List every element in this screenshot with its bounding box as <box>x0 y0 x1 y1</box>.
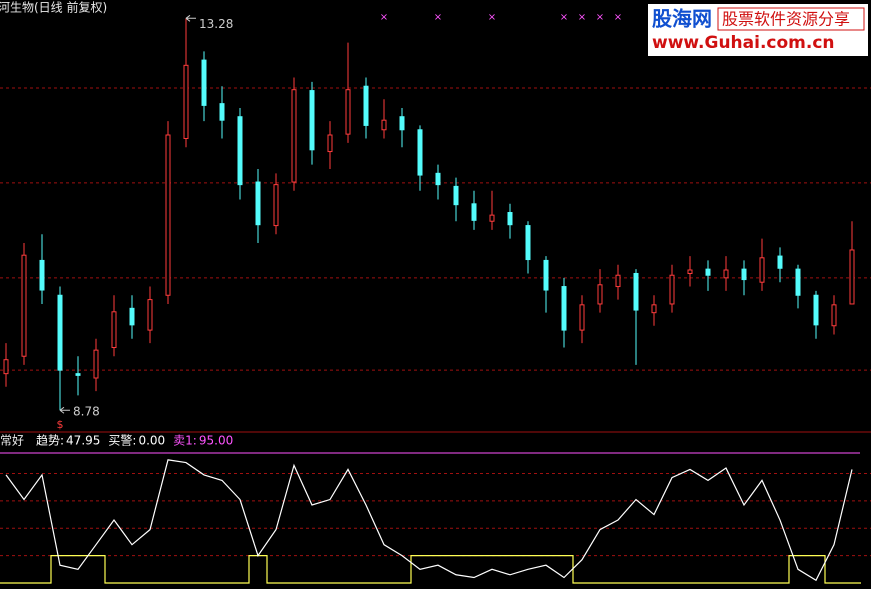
candle-body <box>795 268 801 296</box>
candle-body <box>363 85 369 126</box>
watermark: 股海网 股票软件资源分享 www.Guhai.com.cn <box>648 4 868 56</box>
indicator-line <box>0 555 861 584</box>
candle-body <box>849 249 855 305</box>
chart-title: 金河生物(日线 前复权) <box>0 0 107 15</box>
candle-body <box>669 274 675 305</box>
candle-body <box>165 134 171 296</box>
candle-body <box>561 286 567 331</box>
legend-label: 非常好 <box>0 434 24 448</box>
candle-body <box>345 89 351 135</box>
candle-body <box>255 181 261 226</box>
candle-body <box>291 89 297 183</box>
candle-body <box>453 185 459 206</box>
candle-body <box>309 90 315 151</box>
candle-body <box>777 255 783 269</box>
candle-body <box>759 257 765 283</box>
candle-body <box>543 259 549 291</box>
sell-signal: × <box>380 12 388 23</box>
readout-name: 趋势: <box>36 434 64 448</box>
sell-signal: × <box>560 12 568 23</box>
candle-body <box>237 116 243 186</box>
readout-value: 95.00 <box>199 434 233 448</box>
sell-signal: × <box>434 12 442 23</box>
candle-body <box>489 214 495 222</box>
candle-body <box>147 299 153 331</box>
indicator-line <box>5 459 853 582</box>
candle-body <box>741 268 747 281</box>
candle-body <box>525 225 531 261</box>
candle-body <box>813 294 819 326</box>
candle-body <box>111 311 117 349</box>
candle-body <box>471 203 477 221</box>
high-label: 13.28 <box>199 17 233 31</box>
candle-body <box>831 304 837 327</box>
candle-body <box>201 59 207 106</box>
candle-body <box>219 103 225 121</box>
candle-body <box>651 304 657 314</box>
candle-body <box>723 269 729 279</box>
candle-body <box>57 294 63 371</box>
annotation-arrow <box>185 14 196 22</box>
readout-name: 卖1: <box>173 434 197 448</box>
sell-signal: × <box>596 12 604 23</box>
candle-body <box>705 268 711 276</box>
candle-body <box>75 373 81 376</box>
candle-body <box>633 272 639 311</box>
candle-body <box>597 284 603 305</box>
candle-body <box>21 254 27 357</box>
watermark-logo: 股海网 <box>652 7 712 31</box>
candle-body <box>183 64 189 139</box>
candle-body <box>417 129 423 176</box>
candle-body <box>687 269 693 274</box>
candle-body <box>615 274 621 288</box>
readout-value: 47.95 <box>66 434 100 448</box>
sell-signal: × <box>488 12 496 23</box>
readout-value: 0.00 <box>138 434 165 448</box>
candle-body <box>327 134 333 153</box>
sell-signal: × <box>578 12 586 23</box>
candle-body <box>435 172 441 186</box>
annotation-arrow <box>59 406 70 414</box>
candle-body <box>129 307 135 326</box>
candle-body <box>507 212 513 226</box>
buy-signal: $ <box>57 418 64 431</box>
watermark-slogan: 股票软件资源分享 <box>722 10 850 29</box>
candle-body <box>381 119 387 131</box>
candle-body <box>3 359 9 375</box>
candle-body <box>93 349 99 379</box>
watermark-url: www.Guhai.com.cn <box>652 33 835 53</box>
candle-body <box>39 259 45 291</box>
watermark-frame <box>717 7 865 31</box>
candle-body <box>273 184 279 227</box>
sell-signal: × <box>614 12 622 23</box>
readout-name: 买警: <box>108 433 136 448</box>
candle-body <box>399 116 405 131</box>
candle-body <box>579 304 585 331</box>
low-label: 8.78 <box>73 405 100 419</box>
